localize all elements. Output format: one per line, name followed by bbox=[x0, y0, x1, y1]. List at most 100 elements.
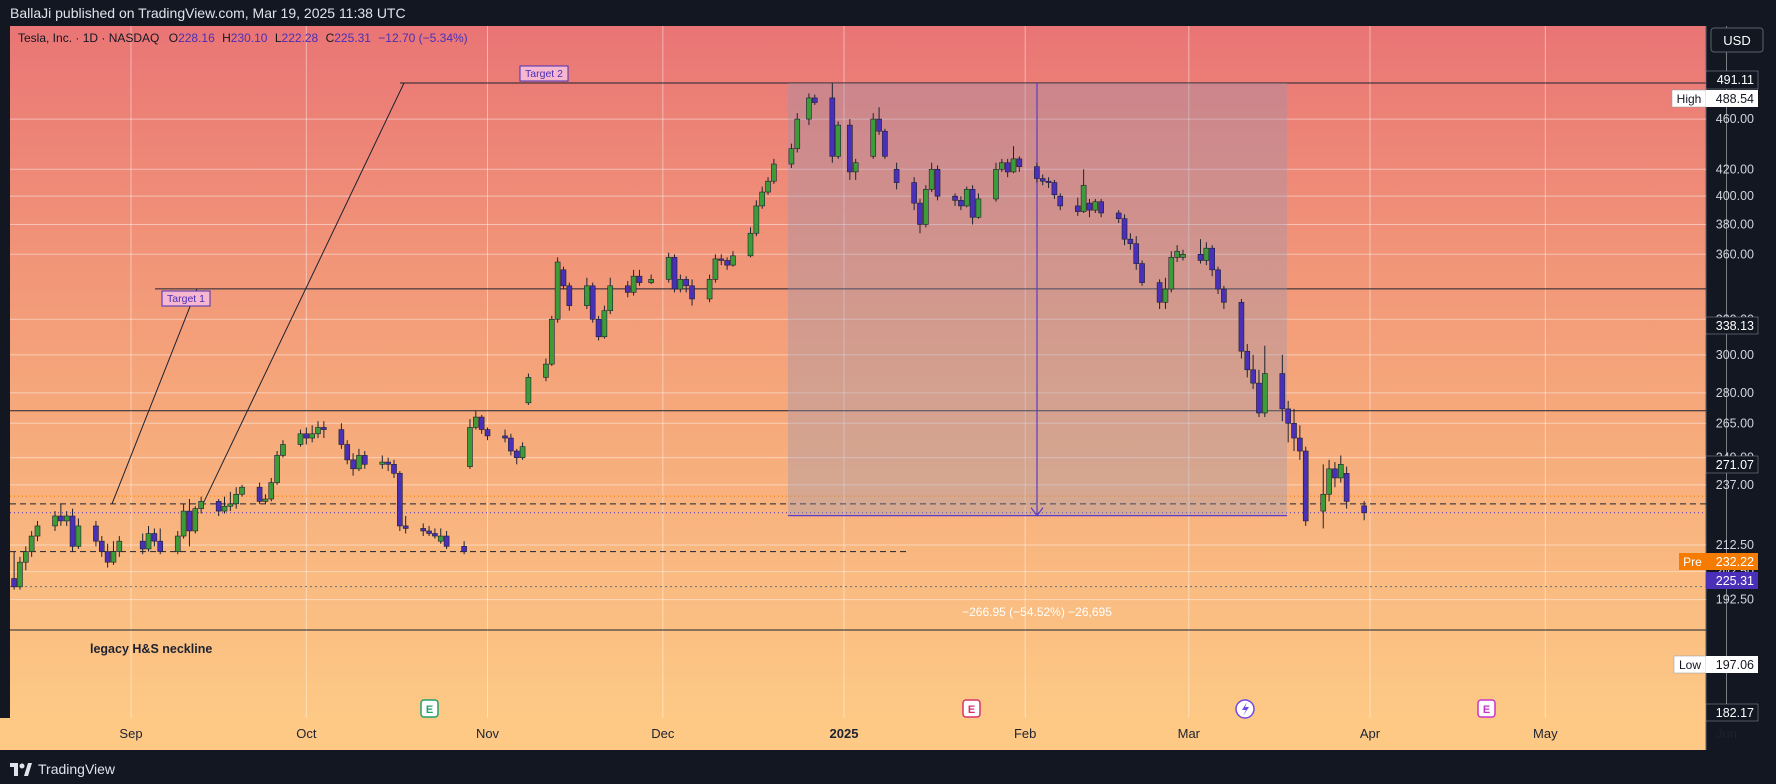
candle bbox=[811, 94, 818, 105]
candle-body bbox=[525, 377, 532, 404]
candle bbox=[852, 158, 859, 180]
candle bbox=[1162, 277, 1169, 310]
candle-body bbox=[1221, 288, 1227, 303]
candle-body bbox=[426, 530, 432, 534]
candle bbox=[1209, 245, 1216, 277]
candle bbox=[706, 274, 713, 303]
time-axis-background bbox=[0, 718, 1706, 750]
candle-body bbox=[589, 285, 596, 320]
candle-body bbox=[227, 503, 234, 507]
candle-body bbox=[829, 97, 836, 157]
candle bbox=[215, 499, 222, 516]
candle bbox=[443, 530, 450, 549]
candle bbox=[268, 477, 275, 502]
legend-close: 225.31 bbox=[334, 31, 371, 45]
candle bbox=[361, 451, 368, 469]
candle-body bbox=[870, 118, 877, 157]
legend-low: 222.28 bbox=[282, 31, 319, 45]
candle-body bbox=[595, 318, 602, 338]
candle-body bbox=[882, 130, 888, 157]
candle-body bbox=[34, 525, 41, 537]
currency-button[interactable]: USD bbox=[1710, 27, 1764, 53]
candle bbox=[338, 423, 345, 449]
candle-body bbox=[356, 455, 362, 470]
target2-text: Target 2 bbox=[525, 68, 563, 80]
measure-tool bbox=[788, 83, 1287, 517]
candle-body bbox=[221, 505, 228, 512]
last-price: 225.31 bbox=[1716, 574, 1754, 588]
candle-body bbox=[928, 168, 935, 190]
y-tick-label: 420.00 bbox=[1716, 162, 1754, 176]
candle bbox=[771, 158, 777, 184]
candle-body bbox=[1057, 195, 1064, 207]
candle bbox=[630, 269, 637, 296]
candle bbox=[69, 508, 76, 552]
candle-body bbox=[437, 535, 444, 542]
candle bbox=[1034, 162, 1040, 183]
target1-label[interactable]: Target 1 bbox=[161, 290, 211, 307]
candle bbox=[17, 556, 23, 590]
candle bbox=[180, 503, 187, 539]
candle-body bbox=[1139, 263, 1145, 283]
candle bbox=[589, 282, 596, 323]
candle bbox=[1297, 425, 1303, 460]
candle bbox=[11, 551, 17, 590]
candle-body bbox=[630, 275, 637, 293]
candle-body bbox=[385, 461, 391, 465]
candle-body bbox=[975, 198, 982, 218]
candle bbox=[437, 528, 444, 544]
candle-body bbox=[233, 493, 239, 505]
candle-body bbox=[1045, 180, 1052, 183]
candle-body bbox=[1238, 301, 1245, 352]
candle bbox=[624, 280, 631, 298]
candle-body bbox=[934, 168, 941, 197]
candle-body bbox=[835, 124, 841, 157]
time-axis-ticks: Sep Oct Nov Dec 2025 Feb Mar Apr May Jun bbox=[119, 726, 1737, 741]
candle-body bbox=[420, 528, 427, 532]
tradingview-logo[interactable]: TradingView bbox=[10, 761, 115, 777]
earnings-marker-jan[interactable]: E bbox=[962, 699, 981, 718]
candle-body bbox=[116, 540, 123, 552]
candle bbox=[718, 254, 725, 266]
candle bbox=[227, 491, 234, 512]
candle-body bbox=[1092, 201, 1099, 211]
candle-body bbox=[1297, 437, 1303, 452]
candle-body bbox=[1156, 282, 1163, 303]
candle bbox=[461, 541, 467, 555]
candle-body bbox=[759, 191, 765, 207]
legend-high: 230.10 bbox=[231, 31, 268, 45]
chart-frame[interactable]: 460.00420.00400.00380.00360.00320.00300.… bbox=[0, 26, 1776, 750]
candle-body bbox=[198, 501, 204, 509]
candle-body bbox=[1256, 382, 1262, 414]
candle-body bbox=[1115, 212, 1122, 219]
candle-body bbox=[508, 437, 514, 452]
candle-body bbox=[315, 427, 321, 435]
earnings-marker-oct[interactable]: E bbox=[420, 699, 439, 718]
price-chart[interactable]: 460.00420.00400.00380.00360.00320.00300.… bbox=[0, 26, 1776, 750]
candle bbox=[847, 119, 853, 180]
candle bbox=[601, 305, 608, 339]
trend-lines bbox=[111, 82, 405, 505]
candle-body bbox=[712, 258, 719, 280]
candle bbox=[186, 499, 193, 547]
candle-body bbox=[344, 444, 351, 461]
earnings-marker-apr[interactable]: E bbox=[1477, 699, 1496, 718]
candle-body bbox=[432, 533, 438, 537]
candle-body bbox=[788, 148, 795, 165]
candle-body bbox=[280, 444, 286, 456]
candle bbox=[93, 520, 99, 547]
candle-body bbox=[747, 232, 754, 257]
target1-trendline bbox=[111, 288, 198, 504]
candle bbox=[566, 282, 573, 311]
candle-body bbox=[683, 279, 690, 287]
candle bbox=[724, 257, 730, 270]
candle bbox=[58, 503, 64, 526]
candle bbox=[116, 536, 123, 557]
dividend-split-icon[interactable] bbox=[1235, 699, 1255, 719]
high-price: 488.54 bbox=[1716, 92, 1754, 106]
candle bbox=[426, 525, 432, 537]
candle bbox=[280, 440, 286, 458]
candle-body bbox=[391, 464, 397, 474]
target2-label[interactable]: Target 2 bbox=[519, 65, 569, 82]
candle-body bbox=[239, 486, 245, 495]
